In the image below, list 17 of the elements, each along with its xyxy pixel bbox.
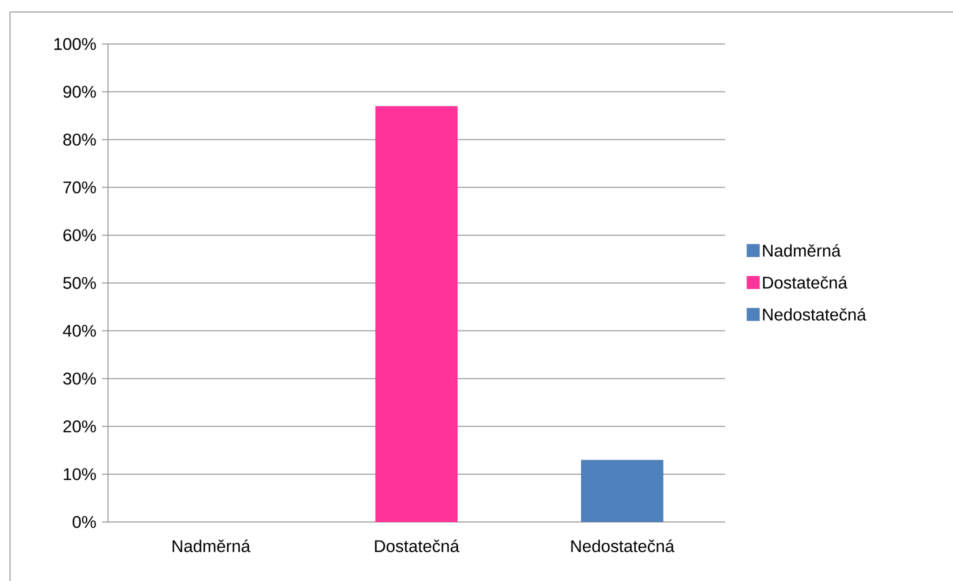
y-tick-label: 10% bbox=[64, 468, 96, 480]
legend-label: Nedostatečná bbox=[763, 308, 866, 321]
y-tick-label: 100% bbox=[54, 38, 96, 50]
y-tick-label: 70% bbox=[63, 181, 96, 194]
y-tick-label: 80% bbox=[63, 134, 96, 146]
x-tick-label: Dostatečná bbox=[375, 540, 460, 552]
y-tick-label: 30% bbox=[63, 372, 96, 385]
y-tick-label: 0% bbox=[72, 516, 96, 528]
y-tick-label: 90% bbox=[63, 86, 96, 98]
x-tick-label: Nedostatečná bbox=[571, 540, 674, 552]
legend-label: Nadměrná bbox=[763, 244, 841, 257]
y-tick-label: 50% bbox=[63, 277, 96, 289]
legend-label: Dostatečná bbox=[763, 276, 848, 289]
y-tick-label: 40% bbox=[62, 324, 96, 337]
y-tick-label: 20% bbox=[63, 420, 96, 432]
y-tick-label: 60% bbox=[63, 229, 96, 242]
x-tick-label: Nadměrná bbox=[172, 540, 250, 552]
